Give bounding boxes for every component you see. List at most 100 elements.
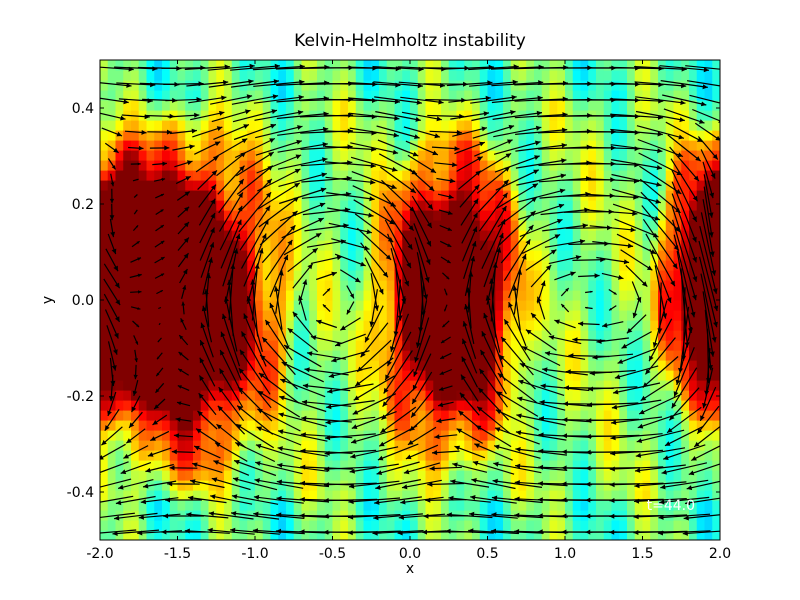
heatmap-cell bbox=[247, 160, 256, 171]
heatmap-cell bbox=[448, 490, 458, 501]
heatmap-cell bbox=[371, 70, 380, 81]
heatmap-cell bbox=[503, 310, 512, 321]
heatmap-cell bbox=[255, 200, 264, 211]
heatmap-cell bbox=[627, 150, 636, 161]
heatmap-cell bbox=[193, 520, 202, 531]
heatmap-cell bbox=[317, 400, 326, 411]
heatmap-cell bbox=[262, 230, 272, 241]
heatmap-cell bbox=[138, 340, 148, 351]
heatmap-cell bbox=[642, 460, 651, 471]
velocity-arrow bbox=[264, 319, 293, 361]
heatmap-cell bbox=[518, 150, 527, 161]
heatmap-cell bbox=[138, 180, 148, 191]
heatmap-cell bbox=[572, 510, 582, 521]
velocity-arrow bbox=[478, 368, 508, 408]
heatmap-cell bbox=[402, 100, 411, 111]
heatmap-cell bbox=[557, 240, 566, 251]
heatmap-cell bbox=[417, 250, 427, 261]
heatmap-cell bbox=[472, 100, 481, 111]
heatmap-cell bbox=[565, 120, 574, 131]
heatmap-cell bbox=[255, 400, 264, 411]
heatmap-cell bbox=[464, 130, 473, 141]
heatmap-cell bbox=[526, 110, 535, 121]
heatmap-cell bbox=[239, 380, 248, 391]
heatmap-cell bbox=[154, 170, 163, 181]
heatmap-cell bbox=[324, 370, 334, 381]
heatmap-cell bbox=[510, 400, 520, 411]
velocity-arrow bbox=[521, 233, 561, 255]
heatmap-cell bbox=[193, 180, 202, 191]
y-tick-label: -0.2 bbox=[67, 389, 94, 405]
heatmap-cell bbox=[689, 240, 698, 251]
heatmap-cell bbox=[596, 260, 605, 271]
heatmap-cell bbox=[355, 360, 365, 371]
heatmap-cell bbox=[472, 330, 481, 341]
velocity-arrow bbox=[389, 296, 406, 352]
velocity-arrow bbox=[632, 297, 641, 319]
heatmap-cell bbox=[402, 500, 411, 511]
heatmap-cell bbox=[123, 430, 132, 441]
heatmap-cell bbox=[301, 420, 310, 431]
heatmap-cell bbox=[503, 220, 512, 231]
heatmap-cell bbox=[658, 330, 667, 341]
heatmap-cell bbox=[115, 400, 124, 411]
heatmap-cell bbox=[177, 80, 186, 91]
heatmap-cell bbox=[642, 140, 651, 151]
velocity-arrow bbox=[369, 289, 378, 327]
heatmap-cell bbox=[503, 390, 512, 401]
heatmap-cell bbox=[177, 160, 186, 171]
velocity-arrow bbox=[592, 353, 634, 360]
heatmap-cell bbox=[193, 270, 202, 281]
heatmap-cell bbox=[247, 200, 256, 211]
heatmap-cell bbox=[270, 150, 279, 161]
heatmap-cell bbox=[557, 370, 566, 381]
velocity-arrow bbox=[669, 146, 700, 182]
heatmap-cell bbox=[402, 90, 411, 101]
heatmap-cell bbox=[464, 200, 473, 211]
heatmap-cell bbox=[681, 250, 690, 261]
heatmap-cell bbox=[619, 290, 628, 301]
heatmap-cell bbox=[627, 510, 636, 521]
heatmap-cell bbox=[169, 390, 179, 401]
heatmap-cell bbox=[464, 500, 473, 511]
velocity-arrow bbox=[218, 368, 244, 408]
velocity-arrow bbox=[689, 94, 720, 104]
heatmap-cell bbox=[441, 430, 450, 441]
heatmap-cell bbox=[588, 230, 597, 241]
heatmap-cell bbox=[371, 120, 380, 131]
heatmap-cell bbox=[332, 230, 341, 241]
heatmap-cell bbox=[696, 120, 706, 131]
heatmap-cell bbox=[340, 160, 349, 171]
velocity-arrow bbox=[324, 466, 377, 472]
heatmap-cell bbox=[317, 60, 326, 71]
heatmap-cell bbox=[169, 320, 179, 331]
heatmap-cell bbox=[154, 440, 163, 451]
heatmap-cell bbox=[588, 130, 597, 141]
heatmap-cell bbox=[619, 450, 628, 461]
heatmap-cell bbox=[270, 140, 279, 151]
velocity-arrow bbox=[586, 402, 639, 408]
time-annotation: t=44.0 bbox=[647, 498, 695, 514]
velocity-arrow bbox=[592, 241, 634, 249]
heatmap-cell bbox=[627, 370, 636, 381]
heatmap-cell bbox=[464, 280, 473, 291]
heatmap-cell bbox=[363, 300, 372, 311]
heatmap-cell bbox=[634, 530, 644, 540]
heatmap-cell bbox=[138, 160, 148, 171]
heatmap-cell bbox=[518, 410, 527, 421]
heatmap-cell bbox=[100, 510, 109, 521]
heatmap-cell bbox=[487, 410, 496, 421]
heatmap-cell bbox=[100, 270, 109, 281]
velocity-arrow bbox=[107, 391, 117, 417]
heatmap-cell bbox=[464, 530, 473, 540]
heatmap-cell bbox=[348, 340, 357, 351]
heatmap-cell bbox=[123, 180, 132, 191]
heatmap-cell bbox=[549, 180, 558, 191]
heatmap-cell bbox=[146, 510, 155, 521]
heatmap-cell bbox=[162, 330, 171, 341]
heatmap-cell bbox=[200, 250, 210, 261]
heatmap-cell bbox=[193, 440, 202, 451]
heatmap-cell bbox=[317, 360, 326, 371]
heatmap-cell bbox=[348, 280, 357, 291]
heatmap-cell bbox=[107, 470, 117, 481]
